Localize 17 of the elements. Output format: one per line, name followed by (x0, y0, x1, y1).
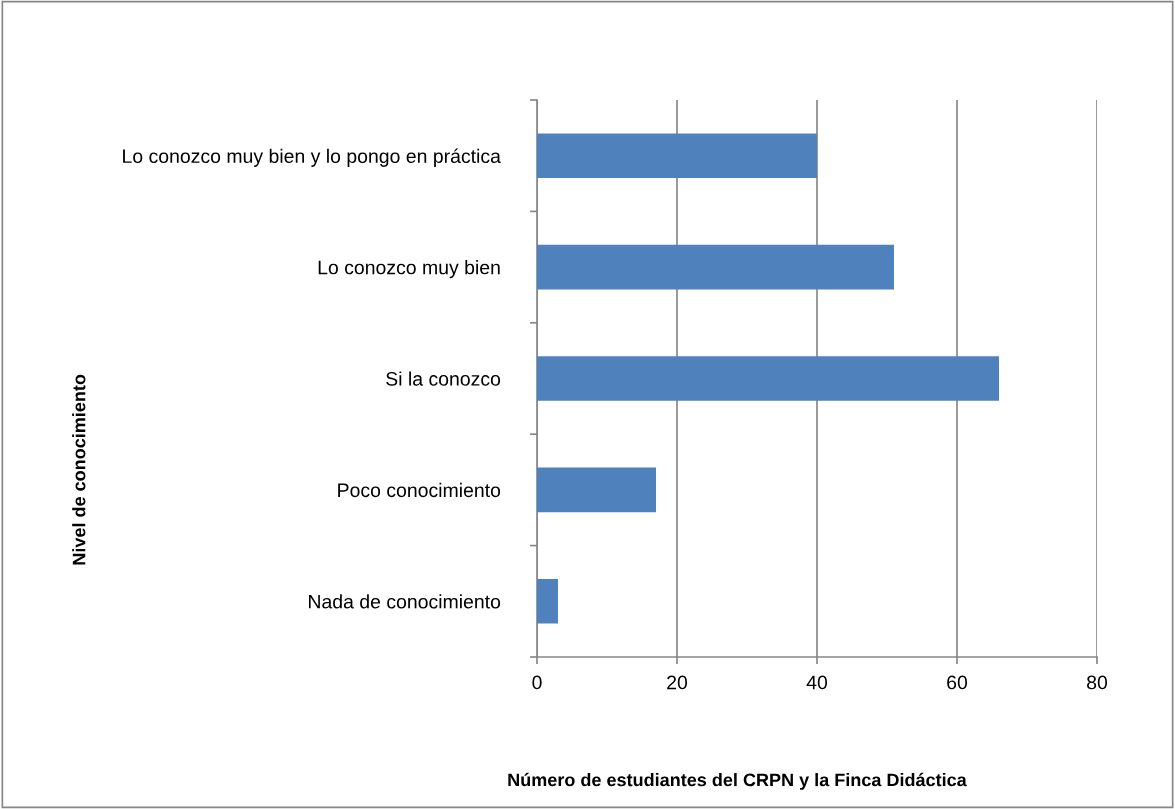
x-tick-label: 80 (1087, 675, 1108, 690)
bar (537, 356, 999, 401)
bar (537, 467, 656, 513)
x-tick-label: 60 (947, 675, 968, 690)
y-tick-label: Lo conozco muy bien (318, 260, 500, 279)
x-tick-label: 40 (806, 675, 828, 690)
x-tick-label: 20 (667, 675, 688, 690)
y-axis-title: Nivel de conocimiento (72, 374, 86, 565)
y-tick-label: Lo conozco muy bien y lo pongo en práctica (123, 148, 501, 167)
y-tick-label: Si la conozco (386, 371, 501, 386)
bar (537, 579, 558, 624)
y-tick-label: Poco conocimiento (338, 482, 501, 498)
y-tick-label: Nada de conocimiento (309, 594, 501, 609)
x-tick-label: 0 (532, 675, 542, 690)
bar (537, 244, 894, 290)
x-axis-title: Número de estudiantes del CRPN y la Finca Didáctica (508, 772, 967, 790)
bar (537, 133, 817, 178)
